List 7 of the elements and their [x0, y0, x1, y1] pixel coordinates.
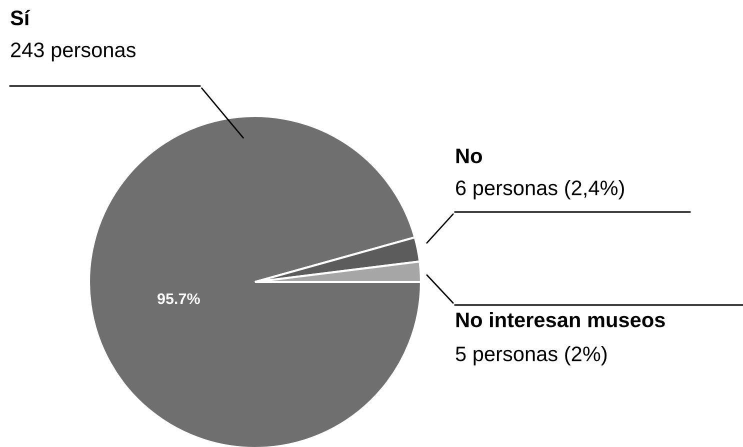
data-label: 6 personas (2,4%) [456, 180, 624, 200]
data-label: 5 personas (2%) [456, 346, 607, 366]
data-label: 243 personas [11, 42, 136, 62]
slice-label: Sí [10, 10, 30, 26]
slice-label: No [456, 148, 482, 164]
text: 95.7% [158, 293, 200, 304]
slice-label: No interesan museos [456, 312, 665, 328]
